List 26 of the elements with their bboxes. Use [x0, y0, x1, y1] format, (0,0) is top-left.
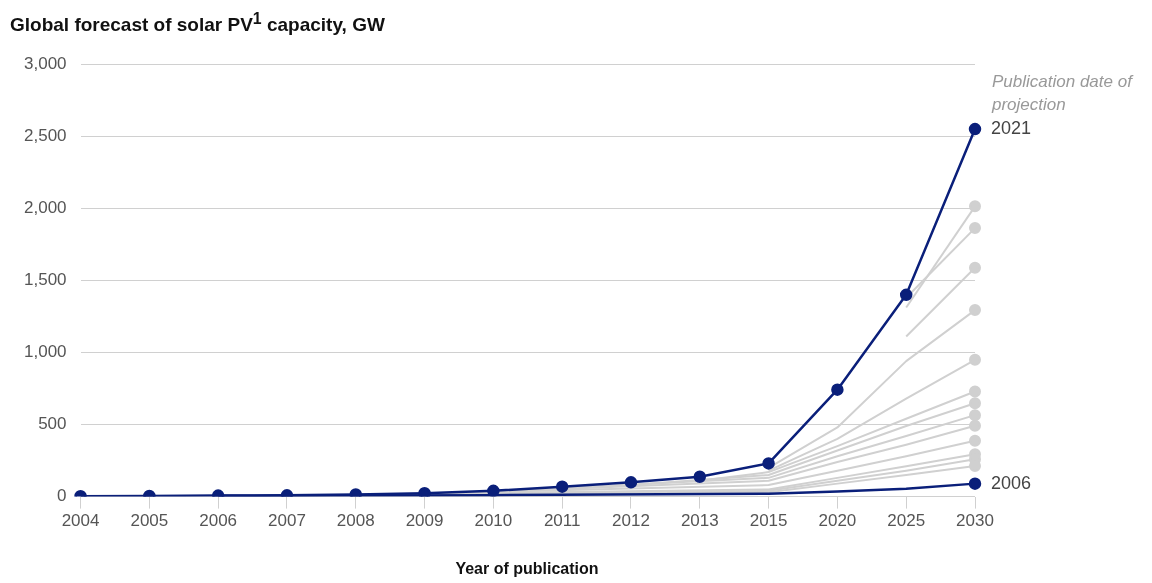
x-tick-label: 2020: [818, 511, 857, 531]
y-tick-label: 500: [38, 414, 67, 434]
y-tick-label: 0: [57, 486, 67, 506]
y-tick-label: 2,500: [23, 125, 67, 145]
y-tick-label: 1,000: [23, 342, 67, 362]
x-tick-label: 2015: [749, 511, 788, 531]
x-tick-label: 2011: [543, 511, 581, 531]
y-tick-label: 3,000: [23, 53, 67, 73]
x-tick-label: 2010: [474, 511, 513, 531]
x-tick-label: 2012: [612, 511, 650, 531]
x-tick-label: 2006: [199, 511, 238, 531]
x-tick-label: 2025: [887, 511, 926, 531]
x-tick-label: 2004: [61, 511, 100, 531]
x-tick-label: 2007: [268, 511, 306, 531]
x-tick-label: 2009: [405, 511, 444, 531]
x-axis-title: Year of publication: [454, 560, 600, 578]
chart-title: Global forecast of solar PV$^{1}$ capacity, GW: [10, 10, 385, 37]
x-tick-label: 2030: [956, 511, 994, 531]
series-label: 2021: [991, 118, 1032, 139]
series-label: 2006: [991, 472, 1032, 493]
y-tick-label: 1,500: [23, 270, 67, 290]
x-tick-label: 2008: [336, 511, 375, 531]
legend-title: Publication date of projection: [992, 71, 1135, 116]
x-tick-label: 2005: [130, 511, 169, 531]
x-tick-label: 2013: [680, 511, 719, 531]
y-tick-label: 2,000: [23, 198, 67, 218]
